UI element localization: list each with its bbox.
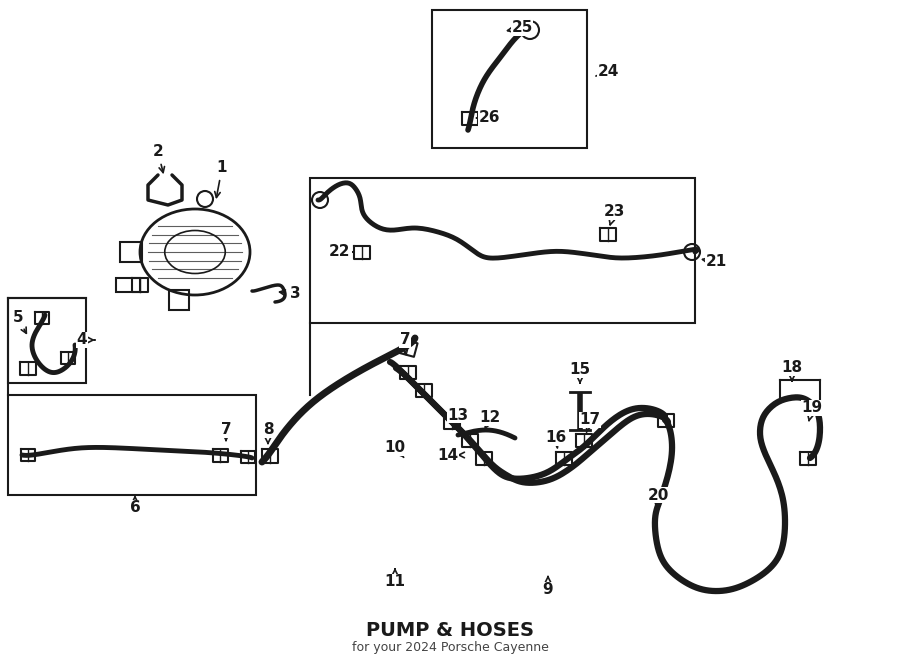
Text: 4: 4 — [76, 332, 87, 348]
Text: 22: 22 — [329, 244, 351, 260]
Bar — [8, 298, 86, 383]
Text: 24: 24 — [598, 64, 618, 79]
Text: 8: 8 — [263, 422, 274, 438]
Text: 13: 13 — [447, 408, 469, 422]
Text: 7: 7 — [220, 422, 231, 438]
Bar — [8, 395, 256, 495]
Text: for your 2024 Porsche Cayenne: for your 2024 Porsche Cayenne — [352, 641, 548, 655]
Text: 25: 25 — [511, 21, 533, 36]
Text: 15: 15 — [570, 363, 590, 377]
Bar — [120, 242, 142, 262]
Text: 20: 20 — [647, 487, 669, 502]
Text: 21: 21 — [706, 254, 726, 269]
Bar — [168, 290, 188, 310]
Text: 9: 9 — [543, 583, 553, 598]
Text: 11: 11 — [384, 575, 406, 589]
Bar — [116, 278, 140, 292]
Text: 16: 16 — [545, 430, 567, 446]
Text: 26: 26 — [479, 111, 500, 126]
Text: 2: 2 — [153, 144, 164, 160]
Text: 5: 5 — [13, 310, 23, 326]
Text: 6: 6 — [130, 500, 140, 516]
Text: 7: 7 — [400, 332, 410, 348]
Bar — [310, 178, 695, 323]
Bar — [432, 10, 587, 148]
Text: 18: 18 — [781, 361, 803, 375]
Text: 19: 19 — [801, 401, 823, 416]
Text: PUMP & HOSES: PUMP & HOSES — [366, 620, 534, 639]
Text: 17: 17 — [580, 412, 600, 428]
Text: 3: 3 — [290, 287, 301, 301]
Text: 14: 14 — [437, 448, 459, 463]
Text: 12: 12 — [480, 410, 500, 426]
Text: 23: 23 — [603, 205, 625, 220]
Text: 1: 1 — [217, 160, 227, 175]
Text: 10: 10 — [384, 440, 406, 455]
